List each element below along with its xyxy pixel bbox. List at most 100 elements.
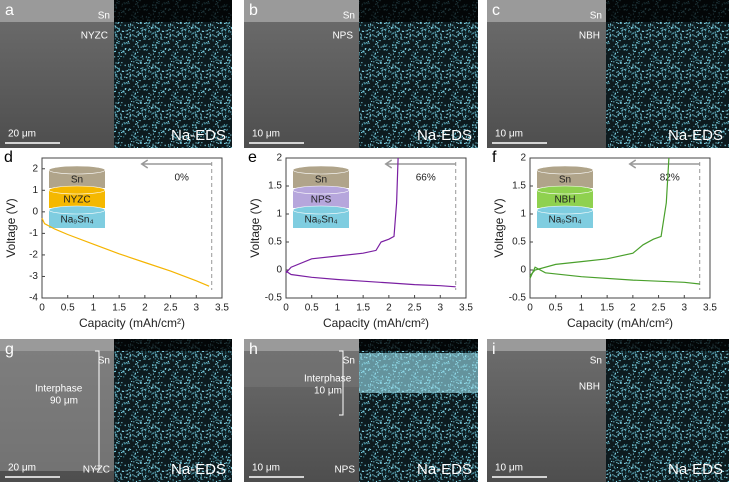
arrow bbox=[628, 159, 700, 169]
inset-layer-top bbox=[536, 185, 594, 195]
x-tick-label: 0.5 bbox=[305, 303, 319, 314]
x-tick-label: 3 bbox=[438, 303, 444, 314]
y-axis-label: Voltage (V) bbox=[492, 198, 506, 257]
eds-label: Na-EDS bbox=[417, 127, 472, 144]
interface-label: NBH bbox=[579, 31, 600, 42]
eds-bright bbox=[359, 353, 478, 393]
eds-sn-dark bbox=[606, 0, 729, 22]
bottom-label: NPS bbox=[334, 465, 355, 476]
eds-map bbox=[114, 0, 232, 148]
x-tick-label: 1.5 bbox=[112, 303, 126, 314]
x-tick-label: 2.5 bbox=[652, 303, 666, 314]
y-axis-label: Voltage (V) bbox=[4, 198, 18, 257]
eds-sn-dark bbox=[359, 339, 478, 351]
inset-label: Sn bbox=[315, 175, 327, 186]
panel-letter: b bbox=[249, 2, 258, 19]
inset-label: NPS bbox=[311, 195, 332, 206]
sem-image bbox=[487, 0, 606, 148]
x-tick-label: 2.5 bbox=[408, 303, 422, 314]
data-line bbox=[285, 157, 399, 274]
panel-letter: d bbox=[4, 149, 13, 166]
inset-layer-top bbox=[292, 205, 350, 215]
bracket bbox=[339, 350, 344, 416]
y-tick-label: 0 bbox=[32, 206, 38, 217]
x-tick-label: 3.5 bbox=[703, 303, 717, 314]
panel-letter: a bbox=[5, 2, 14, 19]
inset-layer bbox=[49, 210, 105, 228]
sn-layer bbox=[244, 0, 359, 22]
scale-label: 10 μm bbox=[252, 463, 280, 474]
eds-sn-dark bbox=[606, 339, 729, 351]
inset-label: Sn bbox=[71, 175, 83, 186]
x-tick-label: 2 bbox=[630, 303, 636, 314]
eds-label: Na-EDS bbox=[171, 461, 226, 478]
interface-label: NPS bbox=[332, 31, 353, 42]
sn-layer bbox=[487, 0, 606, 22]
plot-frame bbox=[41, 157, 223, 299]
inset-layer-top bbox=[48, 205, 106, 215]
sn-label: Sn bbox=[590, 356, 602, 367]
sn-layer bbox=[0, 339, 114, 351]
inset-layer-top bbox=[48, 165, 106, 175]
inset-layer-top bbox=[292, 165, 350, 175]
y-tick-label: 0.5 bbox=[512, 237, 526, 248]
y-tick-label: 0 bbox=[520, 265, 526, 276]
inset-label: Sn bbox=[559, 175, 571, 186]
interphase-label: Interphase bbox=[35, 384, 83, 395]
inset-label: NYZC bbox=[63, 195, 90, 206]
x-tick-label: 1.5 bbox=[600, 303, 614, 314]
x-tick-label: 3 bbox=[194, 303, 200, 314]
interface-label: NBH bbox=[579, 382, 600, 393]
x-tick-label: 2.5 bbox=[164, 303, 178, 314]
y-tick-label: 2 bbox=[32, 163, 38, 174]
y-tick-label: -0.5 bbox=[509, 293, 527, 304]
y-tick-label: 0 bbox=[276, 265, 282, 276]
inset-layer bbox=[49, 170, 105, 188]
eds-label: Na-EDS bbox=[171, 127, 226, 144]
annotation: 0% bbox=[174, 173, 189, 184]
inset-layer bbox=[49, 190, 105, 208]
y-tick-label: 1.5 bbox=[512, 181, 526, 192]
y-tick-label: -4 bbox=[29, 293, 38, 304]
x-tick-label: 0 bbox=[527, 303, 533, 314]
interphase-label: Interphase bbox=[304, 374, 352, 385]
y-tick-label: 1 bbox=[520, 209, 526, 220]
x-tick-label: 1 bbox=[91, 303, 97, 314]
data-line bbox=[529, 157, 670, 277]
interphase-thickness: 10 μm bbox=[314, 386, 342, 397]
y-tick-label: -3 bbox=[29, 271, 38, 282]
bottom-label: NYZC bbox=[83, 465, 110, 476]
x-tick-label: 1.5 bbox=[356, 303, 370, 314]
sn-label: Sn bbox=[98, 11, 110, 22]
sn-layer bbox=[0, 0, 114, 22]
panel-letter: e bbox=[248, 149, 257, 166]
inset-layer bbox=[293, 190, 349, 208]
y-tick-label: -0.5 bbox=[265, 293, 283, 304]
eds-map bbox=[359, 0, 478, 148]
x-tick-label: 2 bbox=[142, 303, 148, 314]
inset-layer-top bbox=[536, 205, 594, 215]
sem-image bbox=[487, 339, 606, 482]
scale-label: 10 μm bbox=[495, 463, 523, 474]
x-tick-label: 0.5 bbox=[61, 303, 75, 314]
x-tick-label: 1 bbox=[579, 303, 585, 314]
inset-layer-top bbox=[536, 165, 594, 175]
y-tick-label: 2 bbox=[520, 153, 526, 164]
plot-frame bbox=[285, 157, 467, 299]
x-tick-label: 0 bbox=[39, 303, 45, 314]
scale-label: 10 μm bbox=[495, 129, 523, 140]
sn-label: Sn bbox=[590, 11, 602, 22]
eds-label: Na-EDS bbox=[668, 127, 723, 144]
scale-label: 20 μm bbox=[8, 129, 36, 140]
inset-label: NBH bbox=[554, 195, 575, 206]
panel-letter: h bbox=[249, 341, 258, 358]
inset-label: Na₉Sn₄ bbox=[548, 215, 581, 226]
panel-letter: i bbox=[492, 341, 496, 358]
y-tick-label: 1 bbox=[32, 185, 38, 196]
y-tick-label: 1 bbox=[276, 209, 282, 220]
panel-letter: c bbox=[492, 2, 500, 19]
y-tick-label: -2 bbox=[29, 250, 38, 261]
inset-layer bbox=[537, 170, 593, 188]
sn-layer bbox=[244, 339, 359, 351]
x-tick-label: 0.5 bbox=[549, 303, 563, 314]
